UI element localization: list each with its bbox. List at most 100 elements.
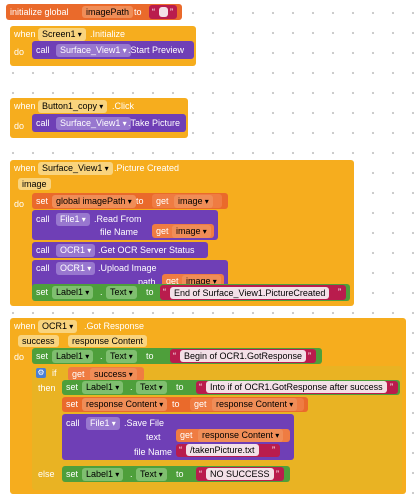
call-label: call (36, 214, 50, 224)
filename-text-block[interactable]: “ /takenPicture.txt ” (176, 444, 280, 457)
open-quote-icon: “ (199, 382, 202, 392)
initialize-global-block[interactable]: initialize global imagePath to “ ” (6, 4, 182, 20)
button-dropdown[interactable]: Button1_copy (38, 100, 108, 113)
get-label: get (166, 276, 179, 286)
file-dropdown[interactable]: File1 (86, 417, 120, 430)
text-field[interactable]: Begin of OCR1.GotResponse (180, 350, 307, 362)
to-label: to (176, 469, 184, 479)
filename-arg-label: file Name (134, 447, 173, 457)
text-block[interactable]: “ End of Surface_View1.PictureCreated ” (160, 285, 346, 300)
dot-label: . (100, 351, 103, 361)
surface-dropdown[interactable]: Surface_View1 (38, 162, 113, 175)
filename-field[interactable]: /takenPicture.txt (186, 444, 259, 456)
screen-dropdown[interactable]: Screen1 (38, 28, 86, 41)
to-label: to (146, 351, 154, 361)
when-label: when (14, 29, 36, 39)
file-read-call[interactable]: call File1 .Read From file Name get imag… (32, 210, 218, 240)
dot-label: . (130, 382, 133, 392)
ocr-dropdown[interactable]: OCR1 (56, 244, 96, 257)
component-dropdown[interactable]: Surface_View1 (56, 117, 131, 130)
label-dropdown[interactable]: Label1 (82, 381, 124, 394)
method-label: .Upload Image (98, 263, 157, 273)
get-label: get (194, 399, 207, 409)
if-label: if (52, 368, 57, 378)
call-label: call (36, 263, 50, 273)
empty-text-field[interactable] (159, 7, 168, 17)
gear-icon[interactable]: ⚙ (36, 368, 46, 378)
get-response-block[interactable]: get response Content (176, 429, 290, 442)
file-save-call[interactable]: call File1 .Save File text get response … (62, 414, 294, 460)
set-response-content-block[interactable]: set response Content to get response Con… (62, 397, 308, 412)
call-label: call (66, 418, 80, 428)
close-quote-icon: ” (170, 7, 173, 17)
event-label: .Picture Created (114, 163, 180, 173)
get-response-block[interactable]: get response Content (190, 398, 304, 411)
start-preview-call[interactable]: call Surface_View1 .Start Preview (32, 41, 194, 59)
ocr-dropdown[interactable]: OCR1 (56, 262, 96, 275)
text-field[interactable]: End of Surface_View1.PictureCreated (170, 287, 330, 299)
empty-text-block[interactable]: “ ” (149, 5, 177, 19)
ocr-status-call[interactable]: call OCR1 .Get OCR Server Status (32, 242, 208, 258)
close-quote-icon: ” (390, 382, 393, 392)
when-label: when (14, 101, 36, 111)
picture-created-block[interactable]: when Surface_View1 .Picture Created imag… (10, 160, 354, 306)
method-label: .Read From (94, 214, 142, 224)
prop-dropdown[interactable]: Text (106, 350, 137, 363)
when-label: when (14, 321, 36, 331)
prop-dropdown[interactable]: Text (106, 286, 137, 299)
open-quote-icon: “ (199, 469, 202, 479)
get-var-dropdown[interactable]: success (90, 368, 137, 381)
take-picture-call[interactable]: call Surface_View1 .Take Picture (32, 114, 186, 132)
to-label: to (176, 382, 184, 392)
set-label: set (66, 469, 79, 479)
set-label-text-block[interactable]: set Label1 . Text to “ NO SUCCESS ” (62, 466, 290, 482)
var-name-field[interactable]: imagePath (82, 6, 134, 18)
component-dropdown[interactable]: Surface_View1 (56, 44, 131, 57)
got-response-block[interactable]: when OCR1 .Got Response success response… (10, 318, 406, 494)
close-quote-icon: ” (276, 469, 279, 479)
global-var-dropdown[interactable]: global imagePath (52, 195, 136, 208)
set-label-text-block[interactable]: set Label1 . Text to “ End of Surface_Vi… (32, 284, 350, 301)
var-dropdown[interactable]: response Content (82, 398, 168, 411)
set-label-text-block[interactable]: set Label1 . Text to “ Into if of OCR1.G… (62, 380, 400, 395)
param-success[interactable]: success (18, 335, 59, 347)
label-dropdown[interactable]: Label1 (52, 350, 94, 363)
label-dropdown[interactable]: Label1 (82, 468, 124, 481)
param-response-content[interactable]: response Content (68, 335, 148, 347)
prop-dropdown[interactable]: Text (136, 381, 167, 394)
get-var-dropdown[interactable]: response Content (198, 429, 284, 442)
if-block[interactable]: ⚙ if get success then set Label1 . Text … (32, 366, 402, 490)
param-image[interactable]: image (18, 178, 51, 190)
get-label: get (156, 196, 169, 206)
label-dropdown[interactable]: Label1 (52, 286, 94, 299)
get-var-dropdown[interactable]: response Content (212, 398, 298, 411)
file-dropdown[interactable]: File1 (56, 213, 90, 226)
get-var-dropdown[interactable]: image (172, 225, 211, 238)
text-field[interactable]: NO SUCCESS (206, 468, 274, 480)
do-label: do (14, 352, 25, 362)
dot-label: . (130, 469, 133, 479)
do-label: do (14, 121, 25, 131)
get-image-block[interactable]: get image (152, 194, 222, 208)
get-label: get (180, 430, 193, 440)
open-quote-icon: “ (173, 351, 176, 361)
to-label: to (134, 7, 142, 17)
open-quote-icon: “ (179, 445, 182, 455)
set-label-text-block[interactable]: set Label1 . Text to “ Begin of OCR1.Got… (32, 348, 322, 364)
text-block[interactable]: “ NO SUCCESS ” (196, 467, 284, 481)
set-label: set (66, 399, 79, 409)
init-label: initialize global (10, 7, 69, 17)
get-var-dropdown[interactable]: image (174, 195, 213, 208)
get-image-block[interactable]: get image (152, 224, 214, 238)
prop-dropdown[interactable]: Text (136, 468, 167, 481)
then-label: then (38, 383, 56, 393)
text-field[interactable]: Into if of OCR1.GotResponse after succes… (206, 381, 387, 393)
set-imagepath-block[interactable]: set global imagePath to get image (32, 193, 228, 209)
text-block[interactable]: “ Into if of OCR1.GotResponse after succ… (196, 381, 398, 394)
get-success-block[interactable]: get success (68, 367, 144, 381)
button-click-block[interactable]: when Button1_copy .Click do call Surface… (10, 98, 188, 138)
ocr-dropdown[interactable]: OCR1 (38, 320, 78, 333)
open-quote-icon: “ (163, 287, 166, 297)
screen-initialize-block[interactable]: when Screen1 .Initialize do call Surface… (10, 26, 196, 66)
text-block[interactable]: “ Begin of OCR1.GotResponse ” (170, 349, 316, 363)
